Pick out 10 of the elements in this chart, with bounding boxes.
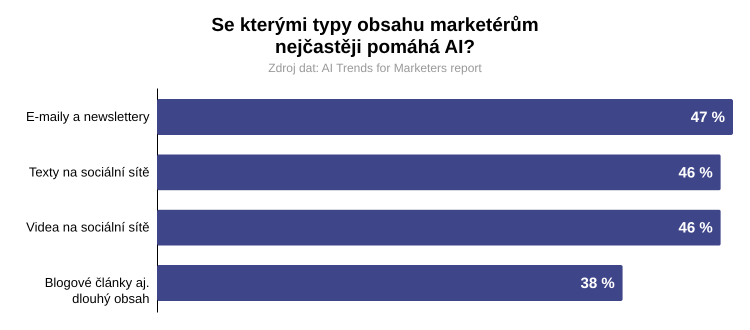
data-label: 46 %	[678, 164, 713, 182]
y-tick-label: E-maily a newslettery	[26, 109, 150, 124]
y-tick-label: Blogové články aj. dlouhý obsah	[44, 274, 150, 306]
chart-subtitle: Zdroj dat: AI Trends for Marketers report	[268, 61, 482, 75]
data-label: 46 %	[678, 220, 713, 237]
chart-title: Se kterými typy obsahu marketérům nejčastěji pomáhá AI?	[211, 15, 539, 58]
y-tick-label: Videa na sociální sítě	[26, 220, 150, 235]
data-label: 47 %	[690, 109, 725, 126]
y-tick-label: Texty na sociální sítě	[28, 164, 150, 180]
data-label: 38 %	[580, 274, 615, 292]
